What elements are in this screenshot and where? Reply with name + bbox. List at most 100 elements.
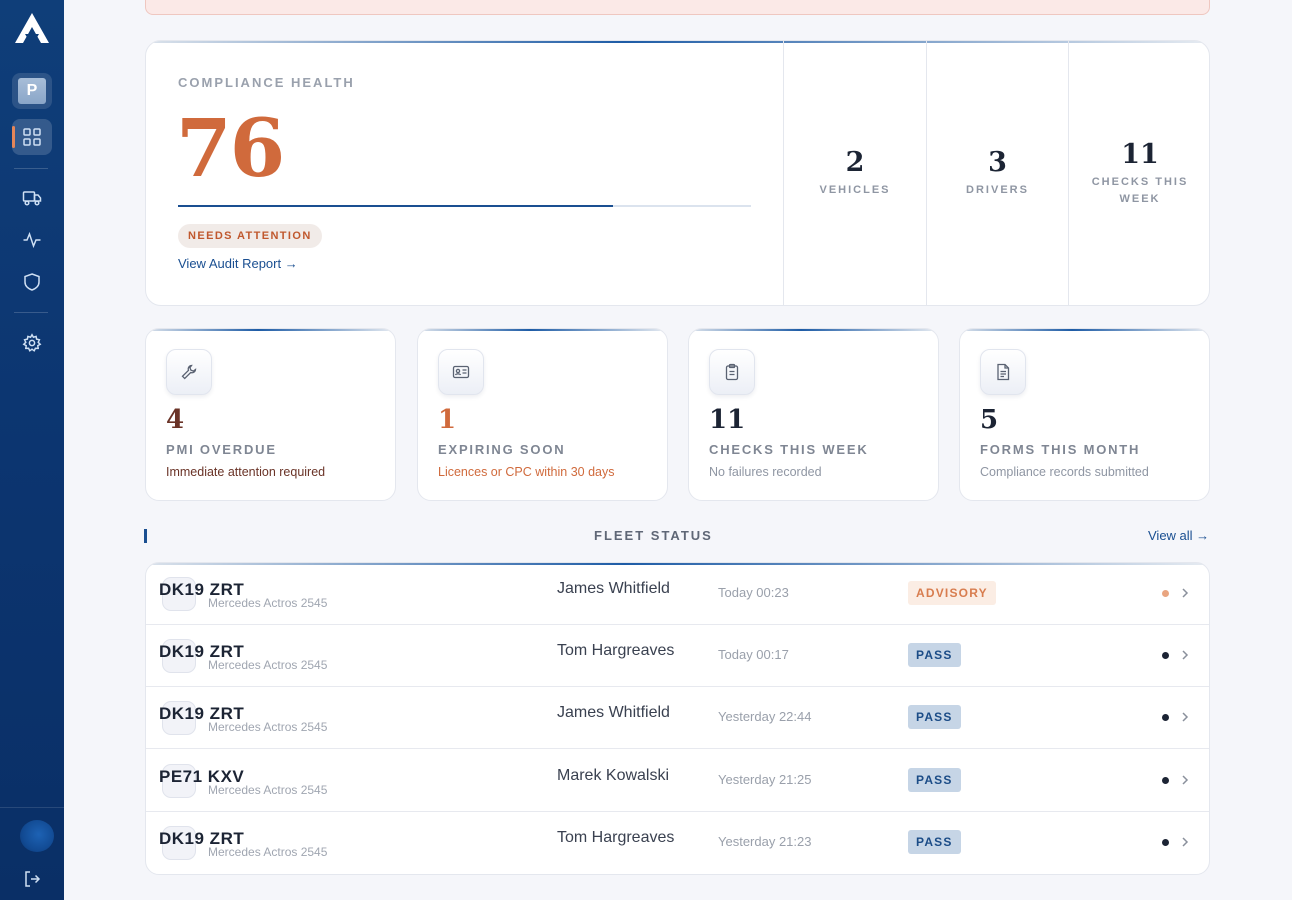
alert-banner	[145, 0, 1210, 15]
vehicle-model: Mercedes Actros 2545	[208, 845, 328, 859]
metric-card-checks-this-week[interactable]: 11 CHECKS THIS WEEK No failures recorded	[688, 328, 939, 501]
metric-icon-box	[980, 349, 1026, 395]
vehicle-thumbnail	[162, 701, 196, 735]
card-accent-line	[146, 563, 1209, 565]
metric-subtext: Compliance records submitted	[980, 465, 1149, 479]
sidebar-divider	[0, 807, 64, 808]
card-accent-line	[146, 41, 1209, 43]
check-time: Today 00:23	[718, 585, 789, 600]
metric-label: PMI OVERDUE	[166, 442, 277, 457]
stat-value: 2	[845, 147, 865, 178]
vehicle-registration: DK19 ZRT	[159, 580, 245, 599]
sidebar-divider	[14, 168, 48, 169]
health-label: COMPLIANCE HEALTH	[178, 75, 355, 90]
metric-subtext: Immediate attention required	[166, 465, 326, 479]
status-dot	[1162, 714, 1169, 721]
metric-value: 11	[709, 405, 746, 435]
view-audit-report-link[interactable]: View Audit Report →	[178, 256, 298, 271]
sidebar-item-vehicles[interactable]	[12, 180, 52, 216]
view-all-link[interactable]: View all →	[1148, 528, 1210, 543]
metric-label: EXPIRING SOON	[438, 442, 566, 457]
active-indicator	[12, 126, 15, 148]
fleet-row[interactable]: PE71 KXV Mercedes Actros 2545 Marek Kowa…	[146, 750, 1209, 812]
chevron-right-icon[interactable]	[1180, 772, 1190, 788]
sidebar-divider	[14, 312, 48, 313]
fleet-row[interactable]: DK19 ZRT Mercedes Actros 2545 Tom Hargre…	[146, 625, 1209, 687]
metric-card-pmi-overdue[interactable]: 4 PMI OVERDUE Immediate attention requir…	[145, 328, 396, 501]
chevron-right-icon[interactable]	[1180, 709, 1190, 725]
metric-value: 5	[980, 405, 999, 435]
chevron-right-icon[interactable]	[1180, 647, 1190, 663]
chevron-right-icon[interactable]	[1180, 834, 1190, 850]
vehicle-thumbnail	[162, 764, 196, 798]
metric-card-forms-this-month[interactable]: 5 FORMS THIS MONTH Compliance records su…	[959, 328, 1210, 501]
metric-subtext: No failures recorded	[709, 465, 822, 479]
vehicle-model: Mercedes Actros 2545	[208, 720, 328, 734]
status-dot	[1162, 839, 1169, 846]
id-card-icon	[452, 365, 470, 379]
stat-drivers[interactable]: 3 DRIVERS	[926, 41, 1068, 305]
vehicle-model: Mercedes Actros 2545	[208, 658, 328, 672]
status-badge: PASS	[908, 768, 961, 792]
metric-icon-box	[709, 349, 755, 395]
health-progress-fill	[178, 205, 614, 207]
metric-icon-box	[438, 349, 484, 395]
stat-label: VEHICLES	[819, 184, 891, 196]
check-time: Today 00:17	[718, 647, 789, 662]
sidebar-item-settings[interactable]	[12, 325, 52, 361]
stat-value: 11	[1121, 139, 1159, 170]
fleet-row[interactable]: DK19 ZRT Mercedes Actros 2545 James Whit…	[146, 687, 1209, 749]
metric-subtext: Licences or CPC within 30 days	[438, 465, 615, 479]
stat-checks-this-week[interactable]: 11 CHECKS THIS WEEK	[1068, 41, 1209, 305]
sidebar-item-dashboard[interactable]	[12, 119, 52, 155]
compliance-health-card: COMPLIANCE HEALTH 76 NEEDS ATTENTION Vie…	[145, 40, 1210, 306]
status-badge: ADVISORY	[908, 581, 996, 605]
vehicle-registration: DK19 ZRT	[159, 704, 245, 723]
sidebar-item-activity[interactable]	[12, 222, 52, 258]
metric-label: CHECKS THIS WEEK	[709, 442, 869, 457]
shield-icon	[24, 273, 40, 291]
vehicle-registration: DK19 ZRT	[159, 642, 245, 661]
vehicle-thumbnail	[162, 577, 196, 611]
health-score: 76	[176, 101, 285, 195]
wrench-icon	[181, 364, 197, 380]
driver-name: Tom Hargreaves	[557, 829, 675, 846]
section-marker	[144, 529, 147, 543]
gear-icon	[22, 333, 42, 352]
card-accent-line	[689, 329, 938, 331]
status-dot	[1162, 652, 1169, 659]
profile-button[interactable]: P	[12, 73, 52, 109]
stat-value: 3	[988, 147, 1007, 178]
fleet-status-title: FLEET STATUS	[594, 528, 713, 543]
stat-vehicles[interactable]: 2 VEHICLES	[783, 41, 926, 305]
driver-name: James Whitfield	[557, 704, 670, 721]
activity-icon	[23, 231, 41, 249]
stat-label: DRIVERS	[966, 184, 1029, 196]
vehicle-model: Mercedes Actros 2545	[208, 783, 328, 797]
user-avatar[interactable]	[20, 820, 54, 852]
driver-name: Tom Hargreaves	[557, 642, 675, 659]
metric-icon-box	[166, 349, 212, 395]
metric-card-expiring-soon[interactable]: 1 EXPIRING SOON Licences or CPC within 3…	[417, 328, 668, 501]
profile-initial: P	[18, 78, 46, 104]
driver-name: Marek Kowalski	[557, 767, 670, 784]
vehicle-model: Mercedes Actros 2545	[208, 596, 328, 610]
fleet-row[interactable]: DK19 ZRT Mercedes Actros 2545 James Whit…	[146, 563, 1209, 625]
driver-name: James Whitfield	[557, 580, 670, 597]
health-status-badge: NEEDS ATTENTION	[178, 224, 322, 248]
check-time: Yesterday 21:23	[718, 834, 812, 849]
card-accent-line	[960, 329, 1209, 331]
vehicle-registration: DK19 ZRT	[159, 829, 245, 848]
fleet-row[interactable]: DK19 ZRT Mercedes Actros 2545 Tom Hargre…	[146, 812, 1209, 874]
truck-icon	[22, 191, 42, 206]
app-logo[interactable]	[14, 12, 50, 44]
clipboard-icon	[725, 363, 739, 381]
sidebar-item-compliance[interactable]	[12, 264, 52, 300]
vehicle-registration: PE71 KXV	[159, 767, 245, 786]
chevron-right-icon[interactable]	[1180, 585, 1190, 601]
vehicle-thumbnail	[162, 826, 196, 860]
status-badge: PASS	[908, 705, 961, 729]
logout-button[interactable]	[12, 861, 52, 897]
fleet-status-list: DK19 ZRT Mercedes Actros 2545 James Whit…	[145, 562, 1210, 875]
metric-label: FORMS THIS MONTH	[980, 442, 1141, 457]
